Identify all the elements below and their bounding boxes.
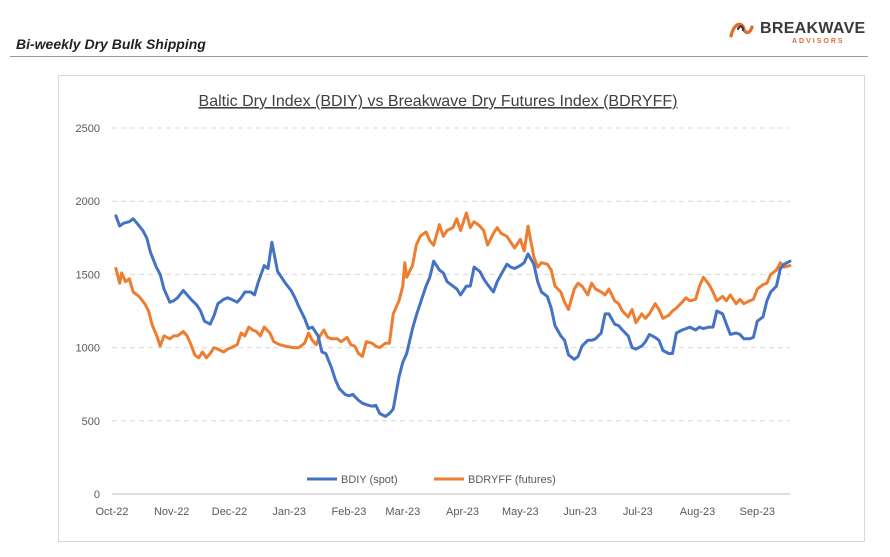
legend-label: BDRYFF (futures) bbox=[468, 474, 556, 486]
chart-title: Baltic Dry Index (BDIY) vs Breakwave Dry… bbox=[199, 93, 678, 110]
logo-subtitle: ADVISORS bbox=[792, 38, 845, 45]
y-tick-label: 500 bbox=[82, 416, 100, 428]
logo-name: BREAKWAVE bbox=[760, 20, 866, 37]
x-tick-label: May-23 bbox=[502, 506, 539, 518]
header-divider bbox=[10, 56, 868, 57]
y-tick-label: 0 bbox=[94, 489, 100, 501]
wave-logo-icon bbox=[729, 22, 754, 38]
x-tick-label: Sep-23 bbox=[740, 506, 775, 518]
y-tick-label: 1000 bbox=[76, 343, 100, 355]
x-tick-label: Nov-22 bbox=[154, 506, 189, 518]
series-line-1 bbox=[114, 211, 792, 360]
x-tick-label: Apr-23 bbox=[446, 506, 479, 518]
x-tick-label: Jan-23 bbox=[272, 506, 306, 518]
chart-frame bbox=[58, 75, 865, 542]
x-tick-label: Jul-23 bbox=[623, 506, 653, 518]
x-tick-label: Feb-23 bbox=[331, 506, 366, 518]
y-tick-label: 2000 bbox=[76, 196, 100, 208]
y-tick-label: 1500 bbox=[76, 269, 100, 281]
x-tick-label: Aug-23 bbox=[680, 506, 715, 518]
y-tick-label: 2500 bbox=[76, 123, 100, 135]
legend-label: BDIY (spot) bbox=[341, 474, 398, 486]
x-tick-label: Dec-22 bbox=[212, 506, 247, 518]
x-tick-label: Oct-22 bbox=[95, 506, 128, 518]
x-tick-label: Jun-23 bbox=[563, 506, 597, 518]
header-title: Bi-weekly Dry Bulk Shipping bbox=[16, 36, 206, 52]
x-tick-label: Mar-23 bbox=[385, 506, 420, 518]
series-line-0 bbox=[114, 214, 792, 418]
breakwave-logo: BREAKWAVE ADVISORS bbox=[728, 19, 868, 49]
